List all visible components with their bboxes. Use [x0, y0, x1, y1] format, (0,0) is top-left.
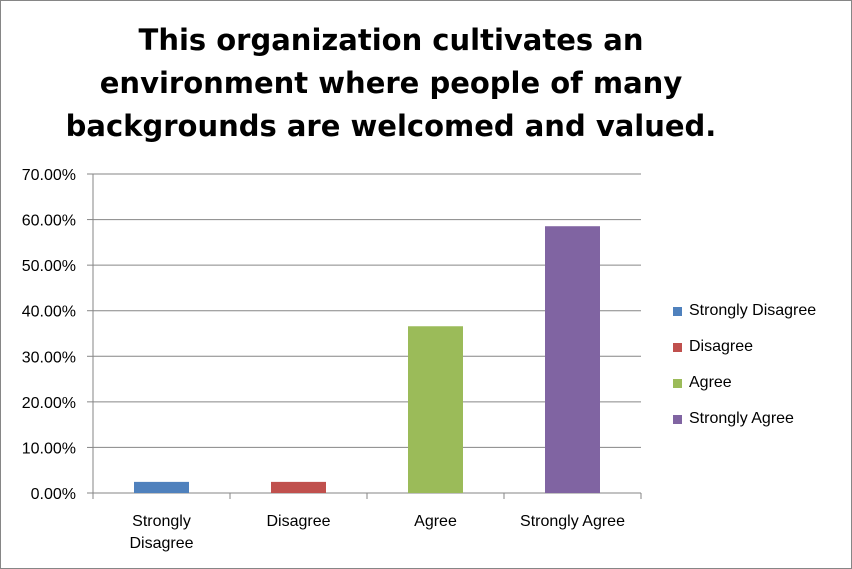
- legend-swatch: [673, 414, 682, 424]
- legend: Strongly Disagree Disagree Agree Strongly A…: [673, 293, 816, 437]
- y-tick-label: 50.00%: [22, 258, 76, 275]
- y-tick-label: 20.00%: [22, 395, 76, 412]
- legend-label: Disagree: [689, 338, 754, 355]
- legend-swatch: [673, 378, 682, 388]
- legend-item: Strongly Disagree: [673, 293, 816, 329]
- x-category-label: Strongly: [132, 513, 191, 530]
- legend-swatch: [673, 342, 682, 352]
- x-category-label: Disagree: [266, 513, 330, 530]
- bar-disagree: [271, 481, 326, 493]
- legend-item: Strongly Agree: [673, 401, 816, 437]
- x-category-label: Disagree: [129, 535, 193, 552]
- legend-label: Agree: [689, 374, 732, 391]
- y-tick-label: 10.00%: [22, 440, 76, 457]
- x-category-label: Strongly Agree: [520, 513, 625, 530]
- chart-title: This organization cultivates an environm…: [65, 23, 717, 143]
- y-tick-label: 60.00%: [22, 213, 76, 230]
- x-category-label: Agree: [414, 513, 457, 530]
- bar-agree: [408, 326, 463, 493]
- bar-strongly-disagree: [134, 481, 189, 493]
- legend-item: Agree: [673, 365, 816, 401]
- legend-swatch: [673, 306, 682, 316]
- legend-label: Strongly Agree: [689, 410, 794, 427]
- bar-strongly-agree: [545, 226, 600, 493]
- y-tick-label: 40.00%: [22, 304, 76, 321]
- legend-item: Disagree: [673, 329, 816, 365]
- y-tick-label: 0.00%: [31, 486, 76, 503]
- y-tick-label: 30.00%: [22, 349, 76, 366]
- y-tick-label: 70.00%: [22, 167, 76, 184]
- legend-label: Strongly Disagree: [689, 302, 817, 319]
